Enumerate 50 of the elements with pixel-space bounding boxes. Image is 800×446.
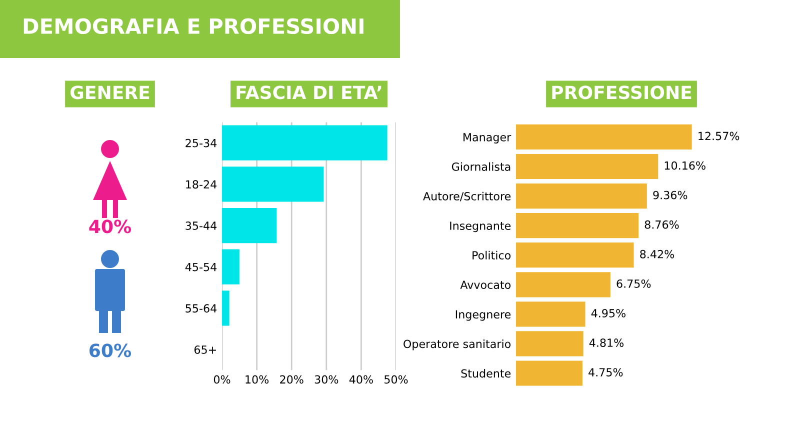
bar	[516, 331, 584, 356]
bar	[516, 360, 582, 386]
text: DEMOGRAFIA E PROFESSIONI	[24, 18, 364, 34]
x-tick-label: 20%	[280, 375, 304, 384]
y-tick-label: Studente	[461, 369, 511, 378]
data-label: 9.36%	[653, 190, 688, 200]
y-tick-label: 35-44	[186, 222, 217, 230]
bar	[222, 125, 388, 160]
y-tick-label: Insegnante	[450, 222, 511, 232]
y-tick-label: Giornalista	[452, 162, 510, 171]
x-tick-label: 50%	[384, 375, 408, 384]
x-tick-label: 30%	[314, 375, 338, 384]
data-label: 8.42%	[640, 250, 674, 258]
bar	[516, 124, 692, 150]
y-tick-label: Manager	[464, 133, 512, 144]
y-tick-label: Politico	[472, 250, 511, 260]
bar	[222, 290, 230, 326]
y-tick-label: Operatore sanitario	[404, 339, 511, 350]
data-label: 4.95%	[591, 309, 626, 318]
y-tick-label: 55-64	[186, 304, 217, 313]
chart-title: FASCIA DI ETA’	[236, 86, 382, 100]
data-label: 10.16%	[664, 161, 706, 170]
chart-title: PROFESSIONE	[552, 86, 692, 100]
x-tick-label: 0%	[214, 375, 230, 384]
y-tick-label: Autore/Scrittore	[423, 192, 511, 202]
bar	[516, 272, 610, 298]
y-tick-label: Ingegnere	[456, 310, 511, 321]
x-tick-label: 10%	[246, 375, 269, 384]
bar	[516, 154, 658, 180]
y-tick-label: 18-24	[186, 180, 217, 189]
y-tick-label: 65+	[194, 345, 216, 354]
bar	[222, 208, 277, 244]
bar	[222, 166, 324, 202]
bar	[516, 213, 639, 238]
y-tick-label: 25-34	[186, 138, 217, 148]
y-tick-label: Avvocato	[460, 280, 511, 290]
bar	[222, 249, 240, 284]
text: GENERE	[70, 86, 150, 100]
bar	[516, 242, 634, 268]
data-label: 12.57%	[698, 132, 740, 140]
data-label: 8.76%	[644, 220, 679, 229]
bar	[516, 302, 586, 327]
bar	[516, 183, 647, 209]
data-label: 60%	[90, 344, 132, 358]
data-label: 6.75%	[616, 279, 651, 288]
y-tick-label: 45-54	[185, 262, 217, 272]
data-label: 40%	[89, 220, 132, 234]
data-label: 4.75%	[588, 368, 623, 376]
x-tick-label: 40%	[349, 375, 373, 384]
data-label: 4.81%	[589, 338, 624, 347]
